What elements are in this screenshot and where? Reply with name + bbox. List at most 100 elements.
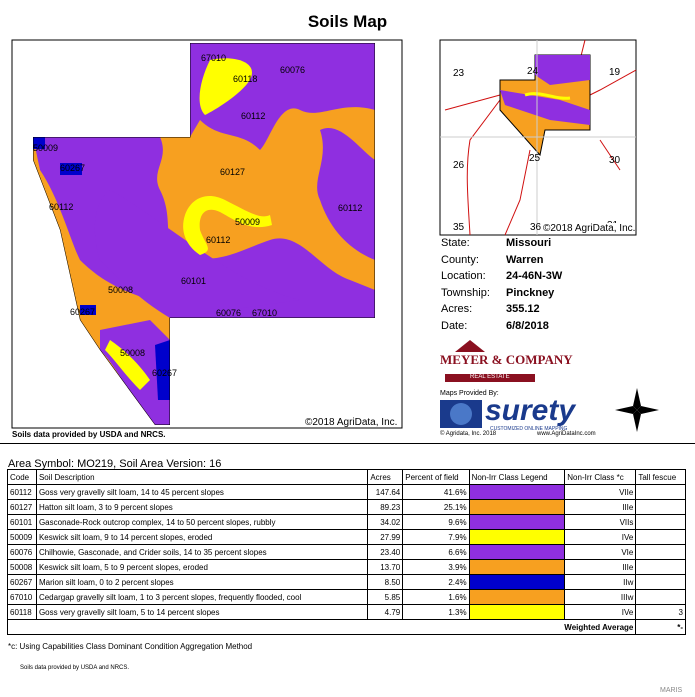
map-frame	[11, 39, 403, 429]
header-cell: Acres	[367, 469, 404, 485]
map-label: 60267	[60, 163, 86, 173]
cell-acres: 23.40	[367, 544, 404, 560]
cell-description: Chilhowie, Gasconade, and Crider soils, …	[35, 544, 369, 560]
cell-tall-fescue	[635, 484, 686, 500]
info-label: County:	[441, 253, 479, 266]
inset-label: 35	[453, 222, 465, 233]
header-row: Code Soil Description Acres Percent of fiel…	[7, 469, 686, 485]
cell-class: IIIe	[564, 559, 637, 575]
inset-label: 19	[609, 67, 621, 78]
cell-class: IVe	[564, 604, 637, 620]
brand: surety	[485, 394, 576, 427]
cell-percent: 7.9%	[402, 529, 470, 545]
map-label: 60076	[216, 308, 242, 318]
inset-label: 36	[530, 222, 542, 233]
legend-swatch	[468, 589, 566, 605]
soil-map	[33, 43, 375, 425]
realtor-name: MEYER & COMPANY	[440, 352, 573, 367]
footer-source: Soils data provided by USDA and NRCS.	[20, 665, 130, 671]
info-label: Date:	[441, 319, 468, 332]
realtor-logo	[445, 340, 535, 382]
cell-tall-fescue	[635, 574, 686, 590]
cell-description: Hatton silt loam, 3 to 9 percent slopes	[35, 499, 369, 515]
header-cell: Soil Description	[35, 469, 369, 485]
cell-code: 50008	[7, 559, 37, 575]
cell-percent: 41.6%	[402, 484, 470, 500]
cell-tall-fescue	[635, 529, 686, 545]
map-label: 60112	[206, 235, 231, 245]
map-label: 60267	[70, 307, 96, 317]
info-value: Missouri	[506, 237, 552, 249]
map-label: 67010	[252, 308, 278, 318]
info-value: 6/8/2018	[506, 319, 549, 332]
maps	[11, 39, 659, 432]
soil-row: 60112 Goss very gravelly silt loam, 14 to…	[7, 484, 686, 500]
legend-swatch	[468, 604, 566, 620]
cell-class: VIIe	[564, 484, 637, 500]
weighted-row: Weighted Average *-	[6, 619, 686, 635]
legend-swatch	[468, 559, 566, 575]
map-label: 67010	[201, 53, 227, 63]
cell-percent: 1.6%	[402, 589, 470, 605]
cell-class: IIIw	[564, 589, 637, 605]
map-label: 50009	[33, 143, 59, 153]
legend-swatch	[468, 484, 566, 500]
inset-label: 30	[609, 155, 621, 166]
cell-description: Goss very gravelly silt loam, 5 to 14 pe…	[35, 604, 369, 620]
legend-swatch	[468, 514, 566, 530]
cell-tall-fescue	[635, 514, 686, 530]
soil-row: 60267 Marion silt loam, 0 to 2 percent sl…	[7, 574, 686, 590]
legend-swatch	[468, 499, 566, 515]
brand-url: www.AgriDataInc.com	[537, 431, 596, 437]
cell-description: Gasconade-Rock outcrop complex, 14 to 50…	[35, 514, 369, 530]
legend-swatch	[468, 544, 566, 560]
cell-code: 60118	[7, 604, 37, 620]
header-cell: Non-Irr Class Legend	[468, 469, 566, 485]
info-label: Township:	[441, 286, 490, 299]
divider	[0, 443, 695, 444]
header-cell: Code	[7, 469, 37, 485]
cell-description: Keswick silt loam, 5 to 9 percent slopes…	[35, 559, 369, 575]
cell-acres: 89.23	[367, 499, 404, 515]
cell-class: VIIs	[564, 514, 637, 530]
cell-code: 67010	[7, 589, 37, 605]
soil-row: 67010 Cedargap gravelly silt loam, 1 to 3…	[7, 589, 686, 605]
cell-acres: 34.02	[367, 514, 404, 530]
cell-acres: 8.50	[367, 574, 404, 590]
cell-code: 60127	[7, 499, 37, 515]
surety-logo	[440, 400, 482, 428]
cell-tall-fescue	[635, 559, 686, 575]
soil-row: 60101 Gasconade-Rock outcrop complex, 14 …	[7, 514, 686, 530]
map-label: 60267	[152, 368, 178, 378]
cell-tall-fescue	[635, 544, 686, 560]
cell-code: 60101	[7, 514, 37, 530]
info-value: 24-46N-3W	[506, 270, 563, 282]
cell-acres: 27.99	[367, 529, 404, 545]
cell-code: 50009	[7, 529, 37, 545]
cell-percent: 3.9%	[402, 559, 470, 575]
table-caption: Area Symbol: MO219, Soil Area Version: 1…	[8, 458, 222, 470]
inset-copyright: ©2018 AgriData, Inc.	[543, 223, 636, 234]
cell-acres: 4.79	[367, 604, 404, 620]
compass	[615, 388, 659, 432]
cell-description: Keswick silt loam, 9 to 14 percent slope…	[35, 529, 369, 545]
cell-percent: 2.4%	[402, 574, 470, 590]
info-value: Pinckney	[506, 286, 555, 299]
soil-row: 50008 Keswick silt loam, 5 to 9 percent s…	[7, 559, 686, 575]
cell-class: IIw	[564, 574, 637, 590]
cell-class: IIIe	[564, 499, 637, 515]
cell-description: Marion silt loam, 0 to 2 percent slopes	[35, 574, 369, 590]
cell-acres: 147.64	[367, 484, 404, 500]
cell-percent: 25.1%	[402, 499, 470, 515]
brand-copyright: © Agridata, Inc. 2018	[440, 431, 497, 437]
map-label: 50008	[120, 348, 146, 358]
inset-field	[499, 54, 591, 157]
soils-table: Code Soil Description Acres Percent of fiel…	[6, 469, 686, 635]
header-cell: Percent of field	[402, 469, 470, 485]
map-label: 60101	[181, 276, 207, 286]
footnote: *c: Using Capabilities Class Dominant Co…	[8, 642, 253, 651]
map-label: 50008	[108, 285, 134, 295]
map-source: Soils data provided by USDA and NRCS.	[12, 430, 166, 439]
brand-sub: CUSTOMIZED ONLINE MAPPING	[490, 426, 568, 432]
